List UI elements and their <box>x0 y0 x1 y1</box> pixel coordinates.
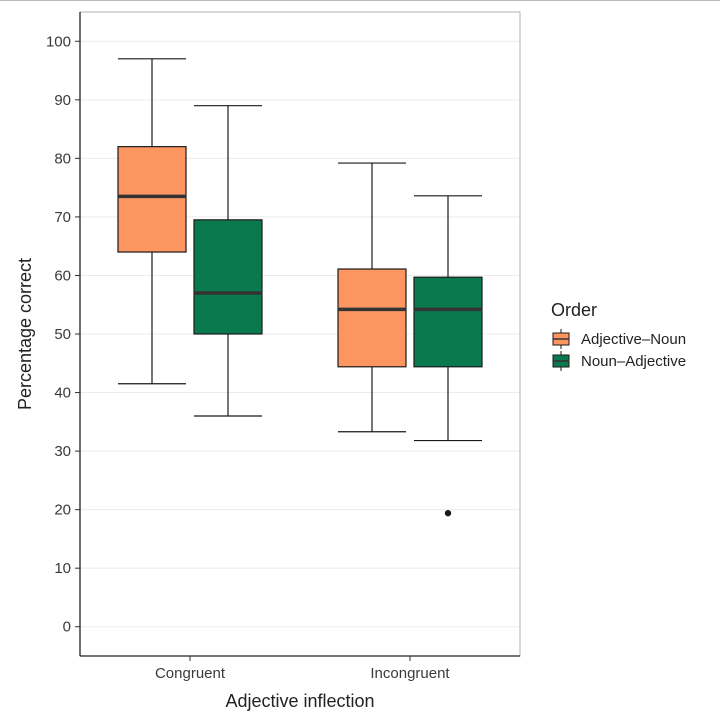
y-tick-label-70: 70 <box>54 209 71 226</box>
boxes <box>117 58 483 517</box>
y-tick-label-40: 40 <box>54 385 71 402</box>
box-0-1 <box>337 162 407 433</box>
gridlines <box>80 40 520 628</box>
y-tick-label-50: 50 <box>54 326 71 343</box>
box-body <box>413 276 483 368</box>
y-tick-label-60: 60 <box>54 267 71 284</box>
legend-title: Order <box>551 300 597 320</box>
box-1-1 <box>413 195 483 517</box>
y-axis-title: Percentage correct <box>15 258 35 410</box>
legend-label-1: Noun–Adjective <box>581 353 686 370</box>
y-tick-label-10: 10 <box>54 560 71 577</box>
legend-key-0 <box>552 329 570 349</box>
y-tick-label-80: 80 <box>54 150 71 167</box>
top-rule <box>0 0 720 1</box>
box-body <box>337 268 407 368</box>
box-body <box>193 219 263 335</box>
x-tick-label-1: Incongruent <box>370 665 450 682</box>
x-axis-ticks: Congruent Incongruent <box>155 656 450 682</box>
x-axis-title: Adjective inflection <box>225 691 374 711</box>
y-tick-label-20: 20 <box>54 502 71 519</box>
y-tick-label-100: 100 <box>46 33 71 50</box>
box-body <box>117 146 187 253</box>
legend: Order Adjective–Noun Noun–Adjective <box>551 300 686 371</box>
legend-label-0: Adjective–Noun <box>581 331 686 348</box>
outlier-point-0 <box>444 509 452 517</box>
y-tick-label-0: 0 <box>63 619 71 636</box>
x-tick-label-0: Congruent <box>155 665 226 682</box>
box-1-0 <box>193 105 263 417</box>
box-0-0 <box>117 58 187 385</box>
y-tick-label-90: 90 <box>54 92 71 109</box>
y-tick-label-30: 30 <box>54 443 71 460</box>
y-axis-ticks: 0 10 20 30 40 50 60 70 80 90 100 <box>46 33 80 636</box>
legend-key-1 <box>552 351 570 371</box>
